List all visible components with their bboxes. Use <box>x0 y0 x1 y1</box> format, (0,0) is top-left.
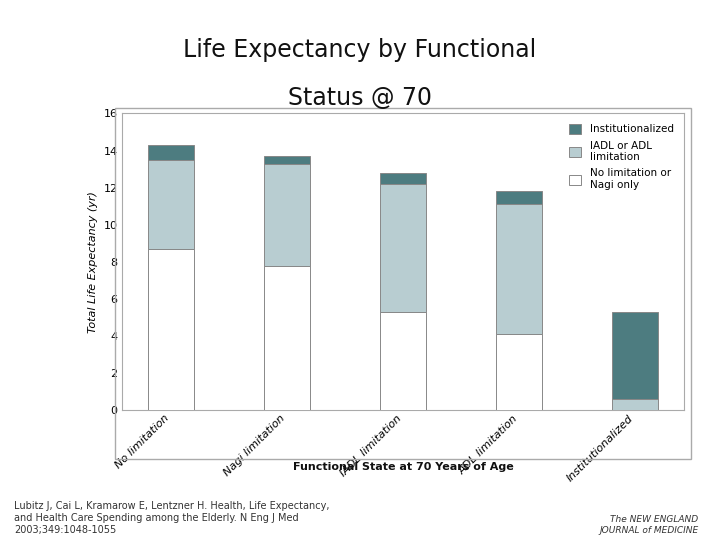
Bar <box>148 160 194 249</box>
Text: Lubitz J, Cai L, Kramarow E, Lentzner H. Health, Life Expectancy,
and Health Car: Lubitz J, Cai L, Kramarow E, Lentzner H.… <box>14 502 330 535</box>
Bar <box>496 204 542 334</box>
Text: Status @ 70: Status @ 70 <box>288 86 432 110</box>
Bar <box>264 164 310 266</box>
Bar <box>264 156 310 164</box>
Bar <box>612 312 659 399</box>
Bar <box>612 399 659 410</box>
Text: Functional State at 70 Years of Age: Functional State at 70 Years of Age <box>293 462 513 472</box>
Bar <box>148 249 194 410</box>
Text: The NEW ENGLAND
JOURNAL of MEDICINE: The NEW ENGLAND JOURNAL of MEDICINE <box>599 515 698 535</box>
Legend: Institutionalized, IADL or ADL
limitation, No limitation or
Nagi only: Institutionalized, IADL or ADL limitatio… <box>564 119 679 195</box>
Bar <box>264 266 310 410</box>
Bar <box>380 312 426 410</box>
Y-axis label: Total Life Expectancy (yr): Total Life Expectancy (yr) <box>88 191 98 333</box>
Bar <box>148 145 194 160</box>
Bar <box>496 334 542 410</box>
Bar <box>380 173 426 184</box>
Text: Life Expectancy by Functional: Life Expectancy by Functional <box>184 38 536 62</box>
Bar <box>380 184 426 312</box>
Bar <box>496 191 542 204</box>
